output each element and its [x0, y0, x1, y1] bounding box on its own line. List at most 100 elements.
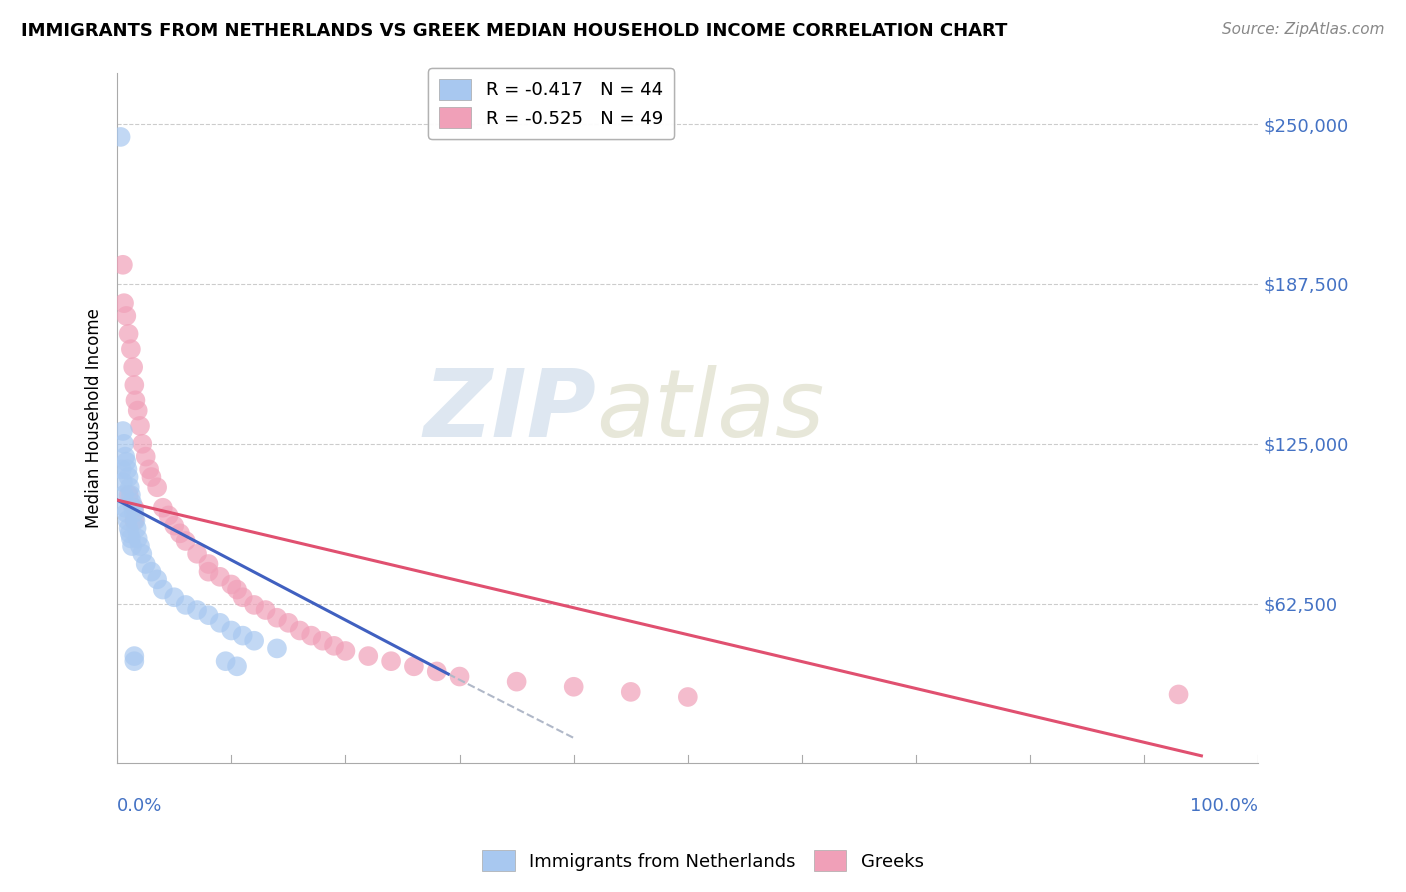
Text: atlas: atlas — [596, 365, 825, 456]
Point — [141, 470, 163, 484]
Point — [146, 572, 169, 586]
Point — [232, 629, 254, 643]
Text: 0.0%: 0.0% — [117, 797, 163, 814]
Point — [115, 309, 138, 323]
Point — [124, 506, 146, 520]
Text: IMMIGRANTS FROM NETHERLANDS VS GREEK MEDIAN HOUSEHOLD INCOME CORRELATION CHART: IMMIGRANTS FROM NETHERLANDS VS GREEK MED… — [21, 22, 1008, 40]
Point — [174, 598, 197, 612]
Point — [120, 342, 142, 356]
Point — [112, 488, 135, 502]
Point — [243, 633, 266, 648]
Legend: R = -0.417   N = 44, R = -0.525   N = 49: R = -0.417 N = 44, R = -0.525 N = 49 — [427, 68, 673, 139]
Point — [124, 500, 146, 515]
Point — [152, 500, 174, 515]
Point — [311, 633, 333, 648]
Point — [169, 526, 191, 541]
Point — [118, 480, 141, 494]
Point — [186, 547, 208, 561]
Point — [197, 557, 219, 571]
Point — [676, 690, 699, 704]
Point — [110, 129, 132, 144]
Point — [197, 565, 219, 579]
Point — [266, 641, 288, 656]
Legend: Immigrants from Netherlands, Greeks: Immigrants from Netherlands, Greeks — [475, 843, 931, 879]
Point — [124, 378, 146, 392]
Point — [127, 532, 149, 546]
Point — [117, 514, 139, 528]
Point — [426, 665, 449, 679]
Point — [197, 608, 219, 623]
Text: 100.0%: 100.0% — [1191, 797, 1258, 814]
Point — [243, 598, 266, 612]
Point — [163, 518, 186, 533]
Y-axis label: Median Household Income: Median Household Income — [86, 309, 103, 528]
Point — [135, 450, 157, 464]
Point — [117, 488, 139, 502]
Point — [562, 680, 585, 694]
Point — [152, 582, 174, 597]
Point — [221, 577, 243, 591]
Point — [111, 462, 134, 476]
Point — [323, 639, 346, 653]
Point — [402, 659, 425, 673]
Point — [127, 403, 149, 417]
Point — [221, 624, 243, 638]
Point — [114, 450, 136, 464]
Point — [266, 611, 288, 625]
Point — [114, 500, 136, 515]
Point — [380, 654, 402, 668]
Point — [1167, 688, 1189, 702]
Point — [226, 582, 249, 597]
Point — [620, 685, 643, 699]
Point — [505, 674, 527, 689]
Point — [124, 649, 146, 664]
Point — [214, 654, 236, 668]
Point — [115, 455, 138, 469]
Point — [163, 591, 186, 605]
Point — [449, 669, 471, 683]
Point — [129, 418, 152, 433]
Point — [122, 500, 145, 515]
Text: Source: ZipAtlas.com: Source: ZipAtlas.com — [1222, 22, 1385, 37]
Point — [146, 480, 169, 494]
Point — [117, 462, 139, 476]
Point — [141, 565, 163, 579]
Point — [232, 591, 254, 605]
Point — [254, 603, 277, 617]
Text: ZIP: ZIP — [423, 365, 596, 457]
Point — [111, 475, 134, 490]
Point — [277, 615, 299, 630]
Point — [131, 547, 153, 561]
Point — [131, 437, 153, 451]
Point — [117, 326, 139, 341]
Point — [288, 624, 311, 638]
Point — [115, 506, 138, 520]
Point — [208, 615, 231, 630]
Point — [299, 629, 322, 643]
Point — [118, 526, 141, 541]
Point — [138, 462, 160, 476]
Point — [174, 533, 197, 548]
Point — [117, 470, 139, 484]
Point — [120, 488, 142, 502]
Point — [335, 644, 357, 658]
Point — [112, 437, 135, 451]
Point — [120, 532, 142, 546]
Point — [111, 258, 134, 272]
Point — [121, 539, 143, 553]
Point — [124, 393, 146, 408]
Point — [157, 508, 180, 523]
Point — [124, 514, 146, 528]
Point — [357, 649, 380, 664]
Point — [117, 521, 139, 535]
Point — [186, 603, 208, 617]
Point — [135, 557, 157, 571]
Point — [208, 570, 231, 584]
Point — [226, 659, 249, 673]
Point — [124, 514, 146, 528]
Point — [112, 296, 135, 310]
Point — [125, 521, 148, 535]
Point — [129, 539, 152, 553]
Point — [122, 360, 145, 375]
Point — [124, 654, 146, 668]
